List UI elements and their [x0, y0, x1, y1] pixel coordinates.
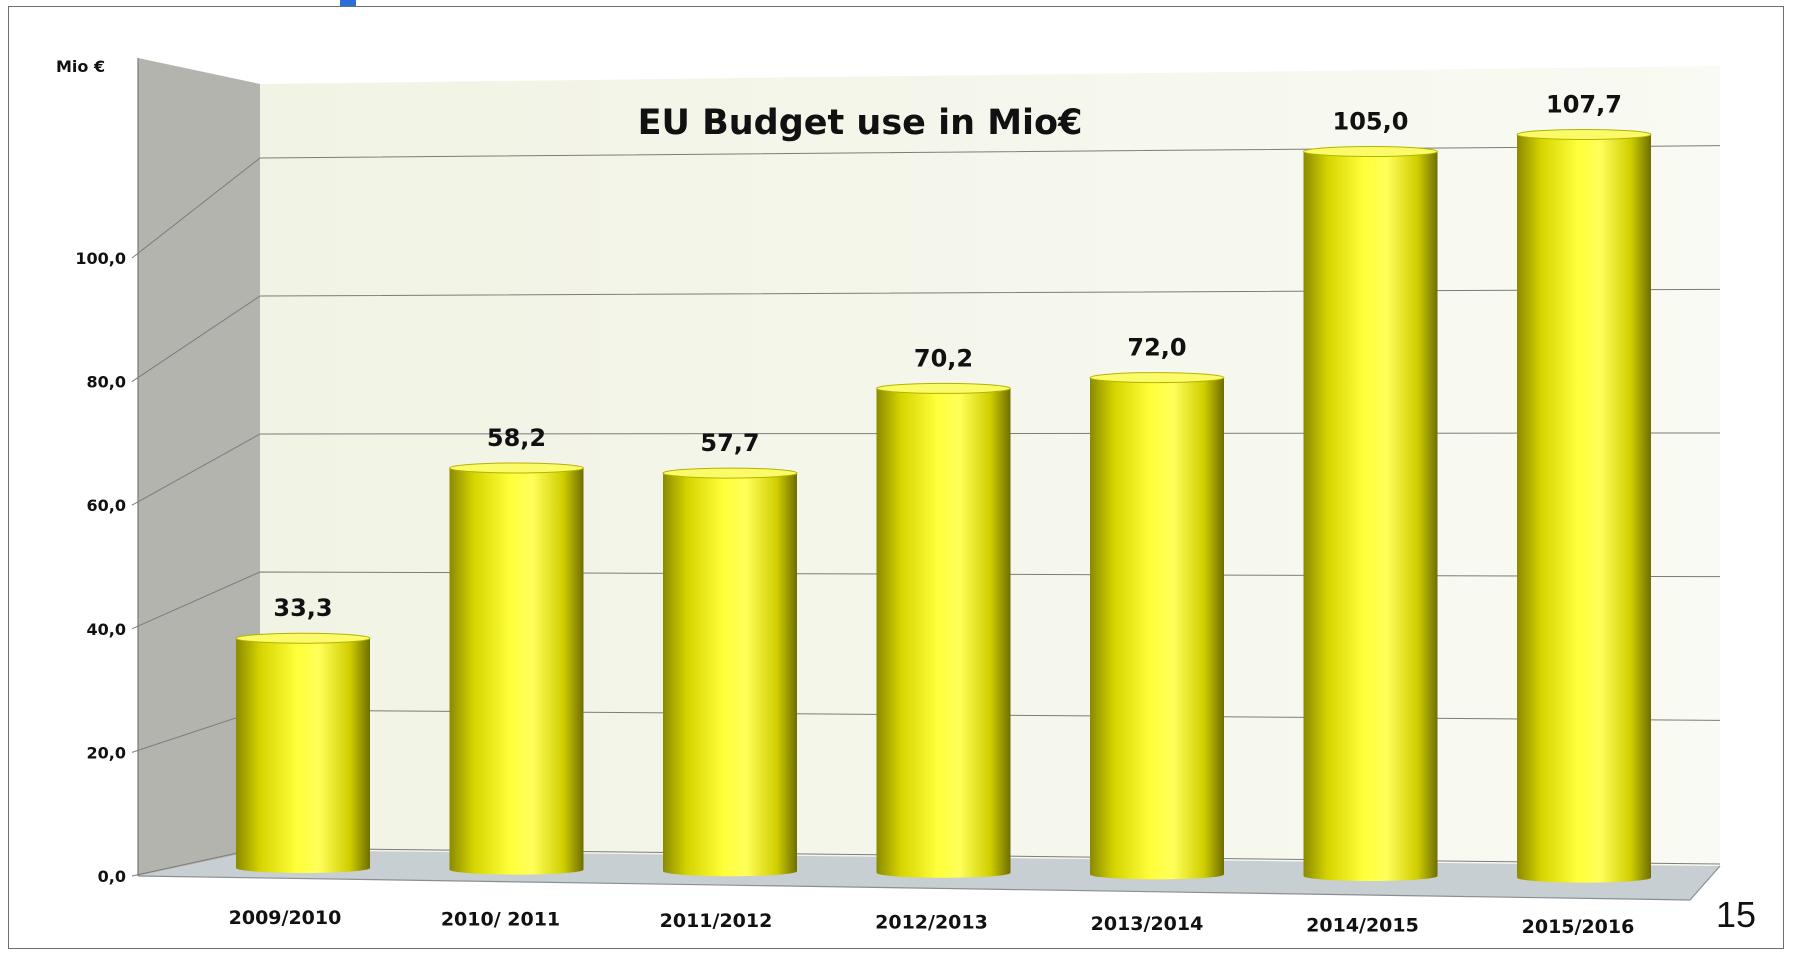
chart-frame — [8, 6, 1784, 949]
accent-mark — [340, 0, 356, 6]
category-label: 2013/2014 — [1091, 913, 1204, 935]
bar-top — [1089, 372, 1225, 384]
gridline — [131, 571, 1721, 630]
y-axis-label: Mio € — [56, 57, 105, 76]
bar-base — [449, 864, 584, 875]
bar — [1517, 134, 1651, 878]
bar-base — [876, 867, 1011, 878]
y-tick-label: 20,0 — [87, 743, 126, 762]
bar-base — [1090, 869, 1224, 880]
bar — [1303, 151, 1438, 876]
bar — [449, 468, 584, 870]
y-tick-label: 40,0 — [87, 620, 126, 639]
bar-top — [876, 382, 1011, 394]
y-tick-label: 80,0 — [87, 373, 126, 392]
y-tick-label: 0,0 — [98, 867, 126, 886]
y-axis-ticks: 0,0 20,0 40,0 60,0 80,0 100,0 — [75, 249, 126, 886]
gridline — [131, 432, 1721, 506]
value-label: 105,0 — [1333, 108, 1409, 136]
side-wall — [138, 58, 260, 876]
page-number: 15 — [1716, 894, 1757, 935]
category-label: 2015/2016 — [1522, 916, 1635, 938]
bar — [663, 473, 797, 872]
bar-top — [235, 632, 371, 644]
value-label: 33,3 — [273, 594, 332, 622]
bar-base — [663, 866, 797, 877]
bar — [1090, 377, 1224, 875]
x-axis-categories: 2009/2010 2010/ 2011 2011/2012 2012/2013 201… — [229, 907, 1635, 938]
value-label: 57,7 — [700, 429, 759, 457]
value-labels: 33,3 58,2 57,7 70,2 72,0 105,0 107,7 — [273, 90, 1622, 622]
floor-edge — [137, 865, 1721, 901]
category-label: 2012/2013 — [875, 912, 988, 934]
bar — [876, 388, 1011, 873]
bar-base — [1517, 872, 1651, 883]
value-label: 107,7 — [1546, 90, 1622, 118]
bar-base — [236, 863, 370, 873]
gridline — [131, 288, 1721, 383]
category-label: 2009/2010 — [229, 907, 342, 929]
bar-top — [1303, 146, 1438, 157]
category-label: 2010/ 2011 — [441, 909, 560, 931]
bar-top — [1516, 128, 1652, 140]
bars — [235, 128, 1652, 883]
value-label: 58,2 — [487, 424, 546, 452]
value-label: 72,0 — [1127, 334, 1186, 362]
value-label: 70,2 — [914, 344, 973, 372]
y-tick-label: 100,0 — [75, 249, 126, 268]
gridline — [131, 145, 1721, 259]
y-tick-label: 60,0 — [87, 496, 126, 515]
bar-base — [1303, 871, 1438, 881]
category-label: 2014/2015 — [1306, 915, 1419, 937]
chart-title: EU Budget use in Mio€ — [638, 103, 1083, 143]
bar-top — [662, 467, 798, 479]
bar-top — [449, 462, 584, 474]
category-label: 2011/2012 — [660, 910, 773, 932]
bar — [236, 638, 370, 868]
